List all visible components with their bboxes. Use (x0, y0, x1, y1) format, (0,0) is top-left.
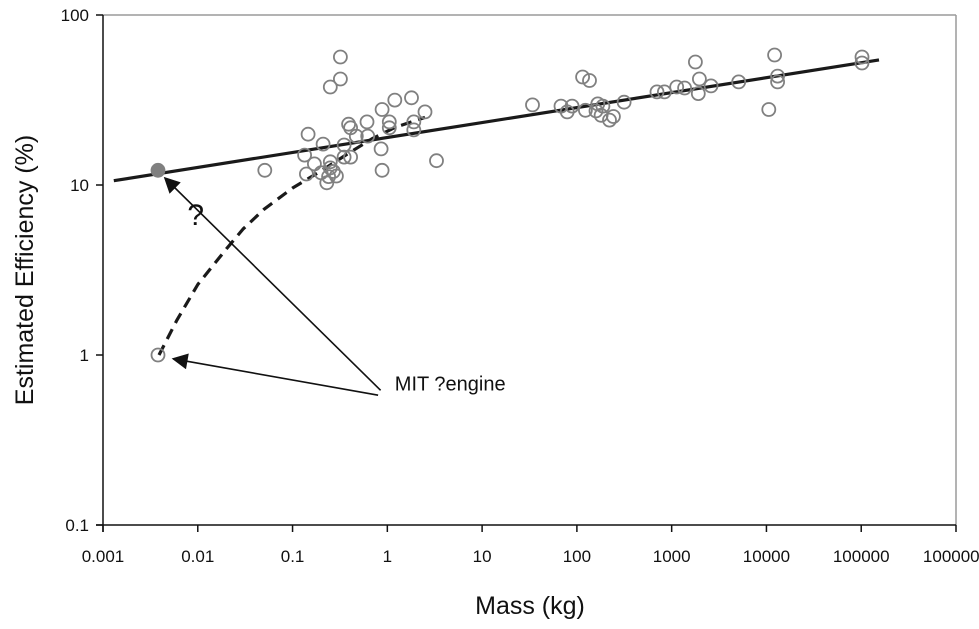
data-point (770, 74, 785, 90)
data-point (770, 68, 785, 84)
data-point (298, 166, 314, 182)
y-tick-label: 100 (61, 6, 89, 25)
data-point (321, 169, 337, 185)
trend-line (113, 58, 880, 183)
x-tick-label: 0.1 (281, 547, 305, 566)
data-point (690, 86, 706, 101)
data-point (649, 84, 665, 100)
mit-engine-label: MIT ?engine (395, 373, 506, 395)
data-point (575, 69, 590, 85)
data-point (348, 128, 364, 144)
data-point (582, 73, 597, 88)
y-tick-label: 0.1 (65, 516, 89, 535)
y-axis-title: Estimated Efficiency (%) (11, 135, 39, 405)
points-layer (150, 47, 870, 363)
data-point (606, 109, 621, 124)
data-point (343, 149, 359, 165)
data-point (525, 97, 540, 113)
data-point (564, 98, 580, 114)
data-point (381, 114, 397, 130)
plot-frame (96, 14, 957, 532)
data-point (595, 98, 611, 114)
data-point (322, 79, 338, 95)
data-point (657, 84, 672, 100)
data-point (767, 47, 782, 63)
data-point (417, 104, 433, 120)
data-point (306, 156, 322, 172)
data-point (257, 162, 273, 178)
data-point-filled (150, 162, 166, 178)
y-tick-label: 10 (70, 176, 89, 195)
scaling-curve (157, 115, 426, 356)
data-point (336, 137, 352, 153)
x-tick-label: 0.01 (181, 547, 214, 566)
data-point (332, 49, 348, 65)
arrow-to-actual (171, 353, 379, 396)
data-point (332, 71, 348, 87)
annotation-layer: ? MIT ?engine (163, 176, 506, 396)
y-axis-ticks: 0.1 1 10 100 (61, 6, 103, 535)
data-point (429, 153, 444, 169)
data-point (374, 162, 390, 178)
data-point (406, 122, 422, 138)
data-point (150, 347, 166, 363)
x-tick-label: 1 (383, 547, 392, 566)
question-mark: ? (187, 199, 204, 232)
x-tick-label: 100 (563, 547, 591, 566)
data-point (854, 55, 870, 71)
data-point (359, 114, 375, 130)
y-tick-label: 1 (80, 346, 89, 365)
data-point (319, 175, 335, 191)
data-point (381, 120, 397, 136)
lines-layer (113, 58, 880, 356)
data-point (322, 154, 338, 170)
data-point (300, 126, 316, 142)
data-point (688, 54, 703, 70)
x-tick-label: 10 (473, 547, 492, 566)
data-point (854, 49, 870, 65)
data-point (602, 112, 617, 128)
x-tick-label: 10000 (743, 547, 790, 566)
data-point (669, 79, 685, 95)
x-tick-label: 100000 (833, 547, 890, 566)
data-point (578, 102, 593, 118)
data-point (703, 78, 719, 94)
x-tick-label: 1000 (653, 547, 691, 566)
data-point (616, 94, 632, 110)
data-point (373, 141, 389, 157)
data-point (360, 128, 376, 144)
data-point (406, 114, 422, 130)
x-axis-title: Mass (kg) (475, 592, 585, 620)
data-point (692, 71, 707, 87)
data-point (731, 74, 747, 90)
data-point (374, 102, 390, 117)
arrow-to-projected (163, 176, 382, 391)
x-tick-label: 0.001 (82, 547, 125, 566)
data-point (761, 102, 777, 117)
data-point (387, 92, 403, 108)
data-point (297, 147, 313, 163)
data-point (677, 80, 692, 96)
data-point (328, 168, 344, 184)
data-point (404, 90, 419, 106)
data-point (315, 136, 331, 152)
